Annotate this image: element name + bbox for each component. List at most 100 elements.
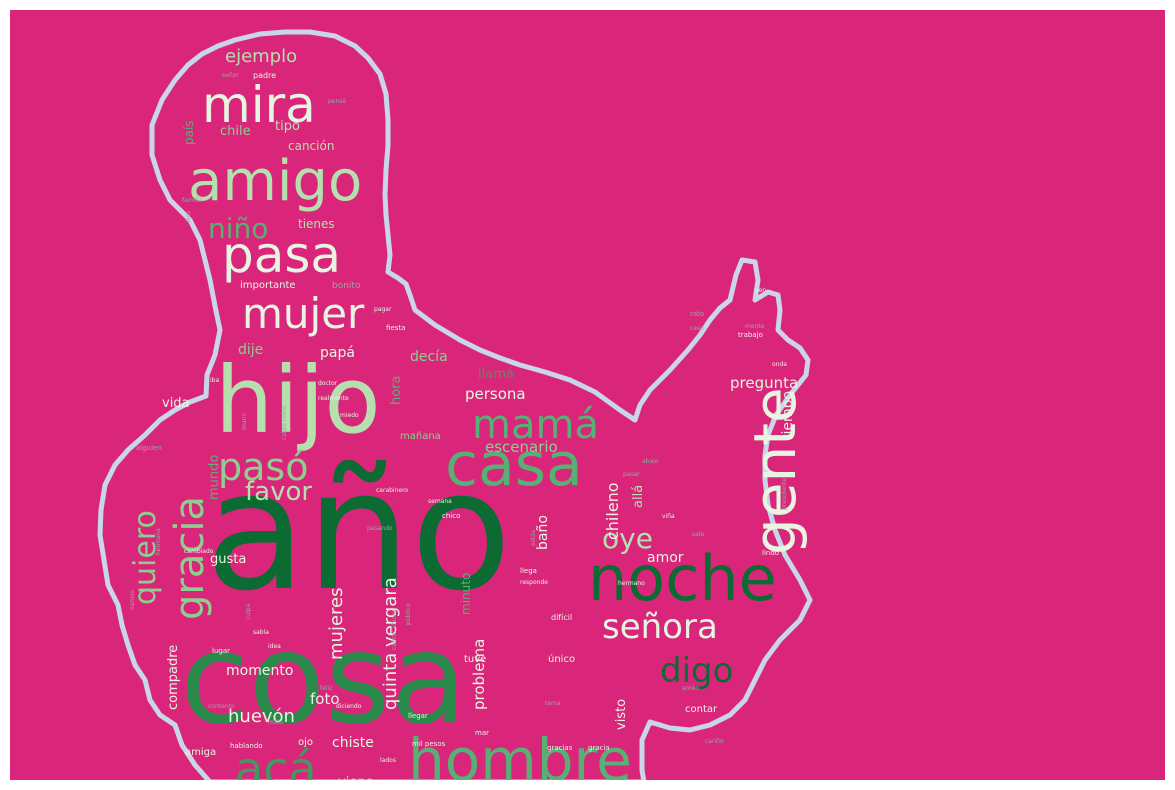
cloud-word: visto <box>614 699 629 730</box>
cloud-word: lados <box>380 757 396 764</box>
cloud-word: cosa <box>180 607 467 752</box>
cloud-word: único <box>548 653 575 665</box>
cloud-word: cabros chicos <box>391 609 398 650</box>
cloud-word: chico <box>442 512 460 520</box>
cloud-word: compadre <box>166 645 181 710</box>
cloud-word: problema <box>470 639 488 710</box>
cloud-word: sale <box>692 531 704 538</box>
cloud-word: mil pesos <box>412 740 446 748</box>
cloud-word: estás <box>530 530 537 546</box>
cloud-word: chileno <box>603 482 622 540</box>
cloud-word: padre <box>253 71 276 80</box>
cloud-word: lindo <box>762 549 779 557</box>
cloud-word: cariño <box>705 738 724 745</box>
cloud-word: onda <box>772 361 787 368</box>
cloud-word: gente <box>741 387 809 555</box>
cloud-word: carabinero <box>376 487 408 494</box>
cloud-word: contento <box>208 703 235 710</box>
cloud-word: amigo <box>188 149 362 214</box>
cloud-word: papá <box>320 345 355 361</box>
cloud-word: cambiado <box>184 548 214 555</box>
cloud-word: público <box>405 603 412 625</box>
cloud-word: feliz <box>320 685 332 692</box>
cloud-word: noche <box>588 542 777 615</box>
cloud-word: señor <box>222 72 239 79</box>
cloud-word: acá <box>235 742 317 780</box>
cloud-word: decía <box>410 349 448 365</box>
word-cloud-frame: año cosa hijo noche casa hombre gente amigo pasa… <box>10 10 1165 780</box>
cloud-word: trabajo <box>738 331 763 339</box>
cloud-word: viene <box>338 775 374 780</box>
cloud-word: tuve <box>464 654 486 665</box>
cloud-word: fiesta <box>386 324 405 332</box>
cloud-word: niño <box>208 212 268 245</box>
cloud-word: baño <box>535 515 551 550</box>
cloud-word: tiempo <box>780 391 796 440</box>
cloud-word: casa <box>445 430 583 500</box>
cloud-word: doctor <box>318 380 338 387</box>
cloud-word: mujer <box>242 289 365 338</box>
cloud-word: malo <box>268 719 283 726</box>
cloud-word: foto <box>310 690 340 708</box>
cloud-word: gracias <box>547 744 573 752</box>
cloud-word: persona <box>465 385 526 403</box>
cloud-word: difícil <box>551 613 572 622</box>
cloud-word: diciendo <box>336 703 362 710</box>
cloud-word: responde <box>520 579 548 586</box>
cloud-word: llegar <box>408 712 428 720</box>
cloud-word: culpa <box>245 603 252 620</box>
cloud-word: pagar <box>374 306 392 313</box>
silhouette-outline <box>97 29 813 780</box>
cloud-word: ejemplo <box>225 46 297 67</box>
cloud-word: amén <box>682 685 699 692</box>
cloud-word: realmente <box>318 395 349 402</box>
cloud-word: sabía <box>253 629 269 636</box>
cloud-word: llega <box>520 567 537 575</box>
cloud-word: mañana <box>400 431 441 442</box>
cloud-word: pasa <box>222 226 341 284</box>
cloud-word: huevón <box>228 706 295 727</box>
cloud-word: amiga <box>185 747 216 758</box>
cloud-word: caso <box>690 325 704 332</box>
cloud-word: amor <box>647 550 684 566</box>
cloud-word: dije <box>238 342 263 358</box>
cloud-word: abajo <box>642 458 659 465</box>
cloud-word: chiste <box>332 735 374 751</box>
cloud-word: pregunta <box>730 374 798 392</box>
cloud-word: lugar <box>212 647 230 655</box>
cloud-word: ven <box>755 287 766 294</box>
cloud-word: tipo <box>275 119 300 134</box>
cloud-word: oye <box>602 522 653 555</box>
cloud-word: cabro chico <box>281 405 288 440</box>
cloud-word: canción <box>288 139 334 153</box>
cloud-word: llamá <box>478 367 514 382</box>
cloud-word: pensé <box>328 98 346 105</box>
cloud-word: gusta <box>210 552 246 567</box>
cloud-word: hablando <box>230 742 263 750</box>
cloud-word: momento <box>226 663 293 679</box>
cloud-word: allá <box>631 485 646 508</box>
cloud-word: señora <box>602 607 718 647</box>
cloud-word: dios <box>185 211 192 223</box>
cloud-word: hermano <box>618 580 645 587</box>
cloud-word: hermana <box>155 528 162 555</box>
cloud-word: favor <box>245 477 312 507</box>
cloud-word: presidente <box>781 478 788 510</box>
cloud-word: vida <box>162 396 190 411</box>
cloud-word: alguien <box>136 444 162 452</box>
cloud-word: quinta vergara <box>380 577 401 710</box>
cloud-word: pasar <box>623 471 640 478</box>
cloud-word: digo <box>660 651 733 691</box>
cloud-word: chile <box>220 124 251 139</box>
cloud-word: semana <box>428 498 452 505</box>
cloud-word: mano <box>241 413 248 430</box>
cloud-word: país <box>182 120 196 145</box>
cloud-word: mar <box>475 729 489 737</box>
cloud-word: importante <box>240 280 296 291</box>
cloud-word: rato <box>690 310 704 318</box>
cloud-word: pasando <box>367 525 393 532</box>
cloud-word: familia <box>182 197 203 204</box>
cloud-word: tienes <box>298 217 335 231</box>
cloud-word: miedo <box>340 412 359 419</box>
